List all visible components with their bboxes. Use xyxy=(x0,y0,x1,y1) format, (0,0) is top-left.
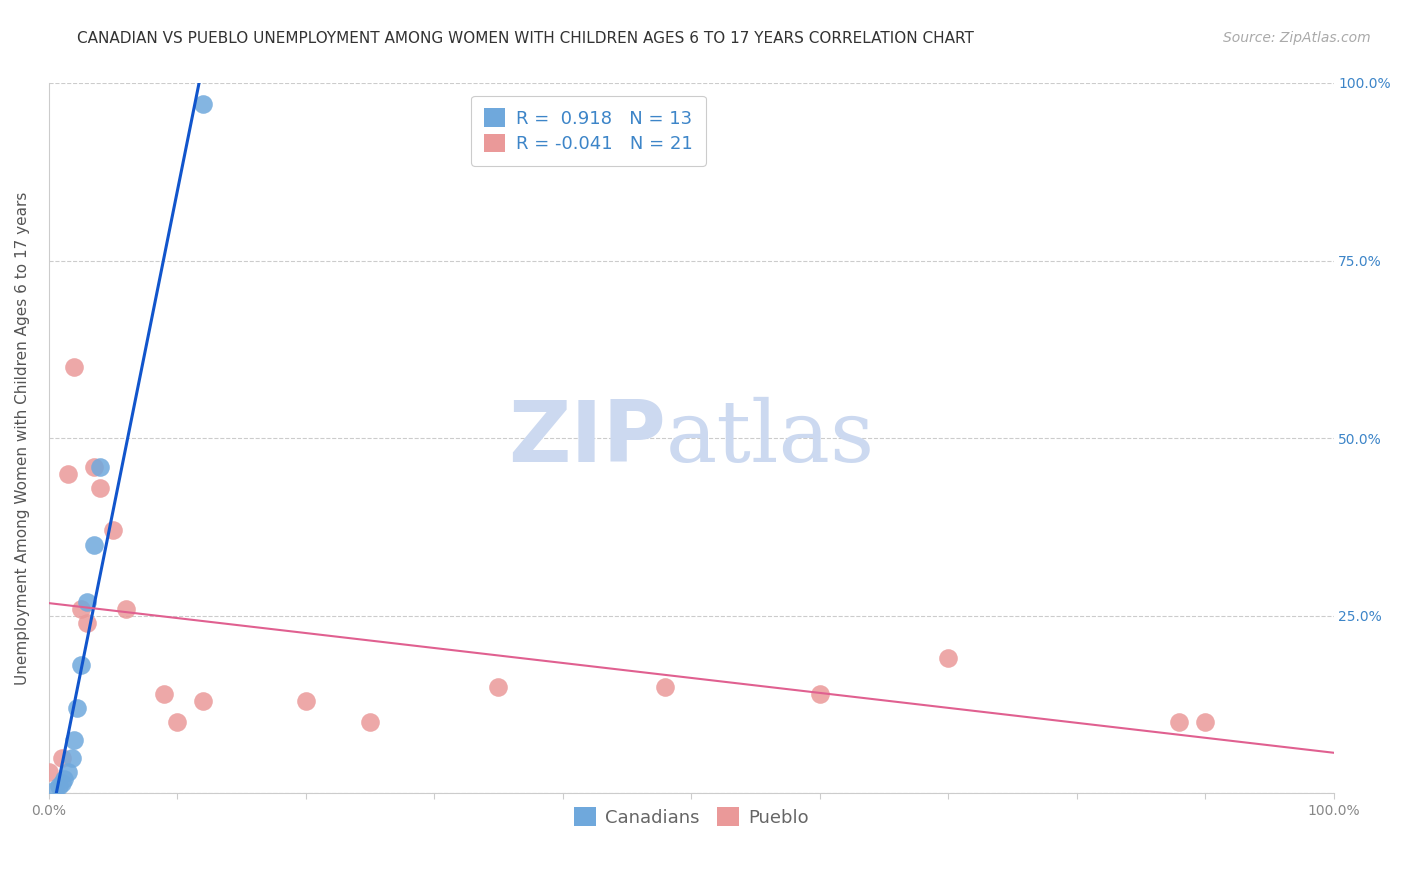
Point xyxy=(56,467,79,481)
Point xyxy=(44,782,66,797)
Point xyxy=(51,775,73,789)
Text: Source: ZipAtlas.com: Source: ZipAtlas.com xyxy=(1223,31,1371,45)
Text: atlas: atlas xyxy=(665,397,875,480)
Point xyxy=(89,481,111,495)
Point xyxy=(166,715,188,730)
Point xyxy=(83,459,105,474)
Point xyxy=(486,680,509,694)
Point xyxy=(1194,715,1216,730)
Point xyxy=(53,772,76,786)
Point xyxy=(1168,715,1191,730)
Point xyxy=(76,594,98,608)
Point xyxy=(70,658,93,673)
Point xyxy=(808,687,831,701)
Point xyxy=(48,779,70,793)
Legend: Canadians, Pueblo: Canadians, Pueblo xyxy=(567,800,815,834)
Point xyxy=(63,360,86,375)
Point xyxy=(51,751,73,765)
Point xyxy=(936,651,959,665)
Point xyxy=(83,538,105,552)
Point xyxy=(60,751,83,765)
Point xyxy=(191,694,214,708)
Y-axis label: Unemployment Among Women with Children Ages 6 to 17 years: Unemployment Among Women with Children A… xyxy=(15,192,30,685)
Point xyxy=(56,765,79,780)
Point xyxy=(359,715,381,730)
Point xyxy=(153,687,176,701)
Point xyxy=(70,601,93,615)
Point xyxy=(76,615,98,630)
Point xyxy=(101,524,124,538)
Text: ZIP: ZIP xyxy=(508,397,665,480)
Point xyxy=(294,694,316,708)
Text: CANADIAN VS PUEBLO UNEMPLOYMENT AMONG WOMEN WITH CHILDREN AGES 6 TO 17 YEARS COR: CANADIAN VS PUEBLO UNEMPLOYMENT AMONG WO… xyxy=(77,31,974,46)
Point xyxy=(191,97,214,112)
Point xyxy=(114,601,136,615)
Point xyxy=(66,701,89,715)
Point xyxy=(63,733,86,747)
Point xyxy=(38,765,60,780)
Point xyxy=(654,680,676,694)
Point xyxy=(89,459,111,474)
